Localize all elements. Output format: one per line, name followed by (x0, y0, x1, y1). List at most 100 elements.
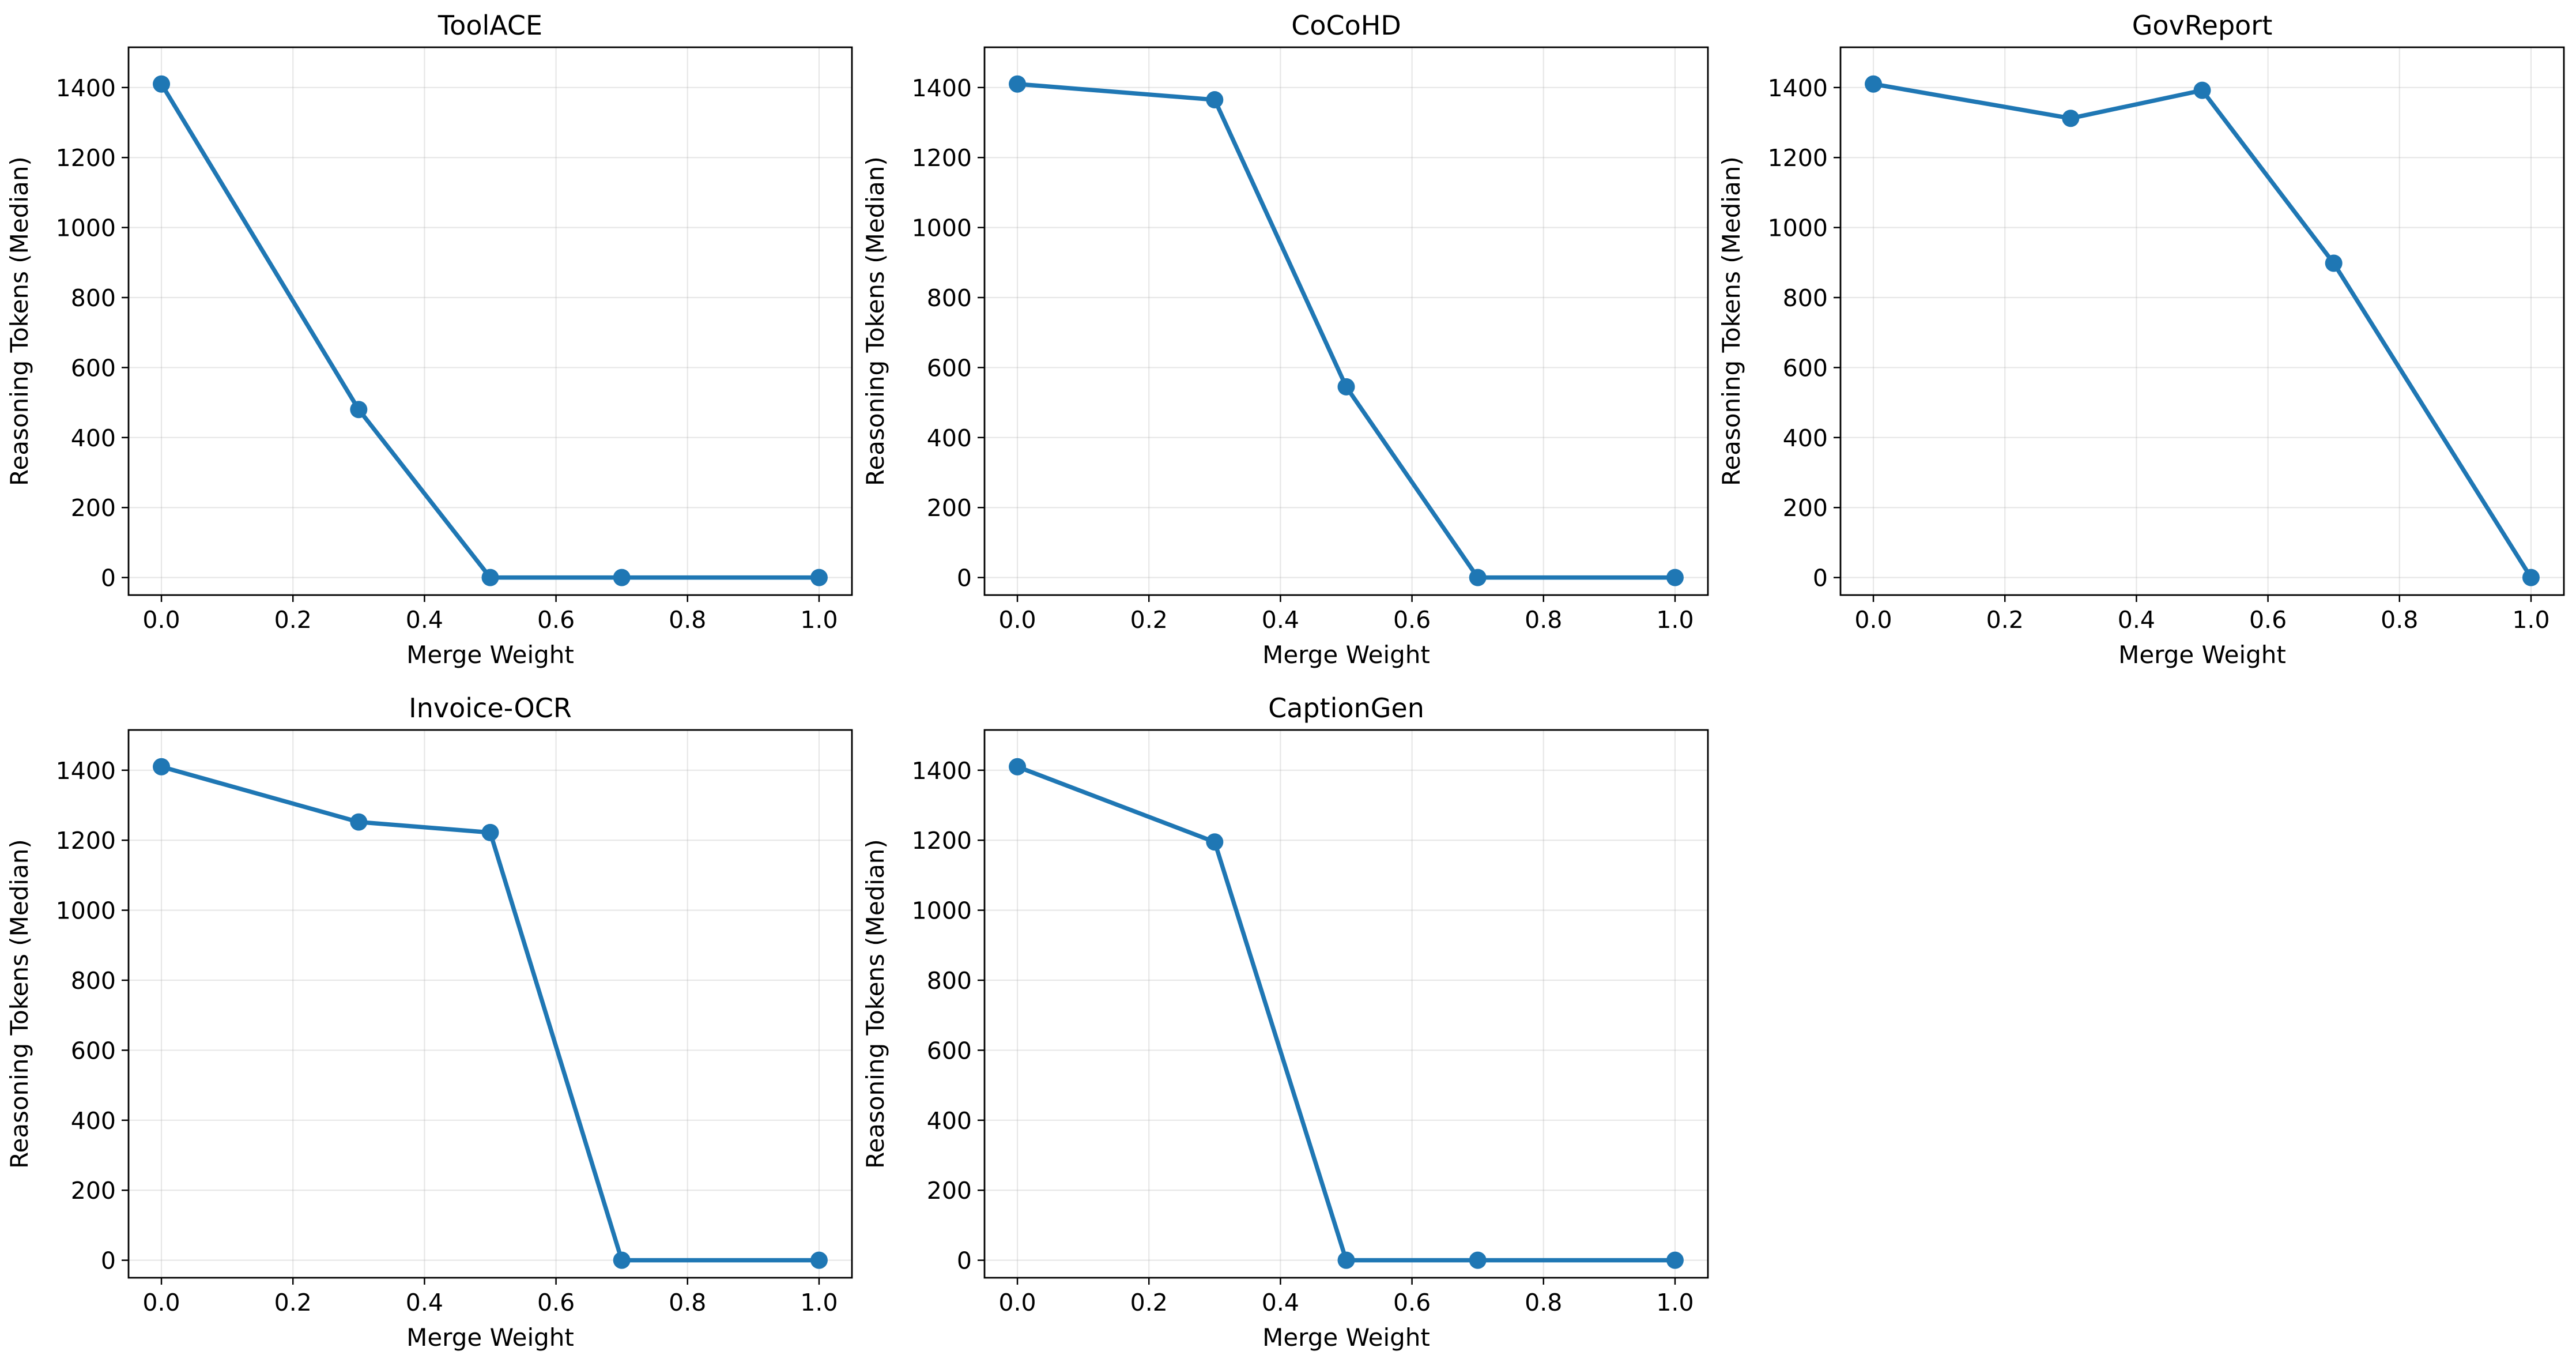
gridlines (1840, 47, 2564, 595)
x-tick-label: 0.2 (1130, 606, 1168, 634)
y-tick-label: 600 (1783, 354, 1828, 382)
y-tick-label: 600 (71, 354, 116, 382)
x-axis-ticks: 0.0 0.2 0.4 0.6 0.8 1.0 (142, 1278, 838, 1316)
y-tick-label: 1200 (56, 144, 116, 172)
y-tick-label: 400 (1783, 424, 1828, 452)
data-point (1666, 1251, 1684, 1269)
data-point (481, 569, 499, 586)
y-tick-label: 1400 (912, 74, 972, 102)
x-tick-label: 0.0 (998, 1289, 1036, 1316)
x-tick-label: 0.4 (1262, 606, 1299, 634)
y-tick-label: 1000 (1768, 214, 1828, 242)
data-point (2522, 569, 2540, 586)
subplot-title: CaptionGen (1268, 692, 1424, 724)
data-point (1666, 569, 1684, 586)
data-point (613, 1251, 631, 1269)
x-axis-ticks: 0.0 0.2 0.4 0.6 0.8 1.0 (1854, 595, 2550, 634)
y-tick-label: 1200 (56, 827, 116, 855)
y-tick-label: 800 (927, 967, 972, 995)
y-tick-label: 200 (1783, 494, 1828, 522)
x-axis-label: Merge Weight (1262, 1323, 1430, 1352)
y-axis-ticks: 0 200 400 600 800 1000 1200 1400 (912, 74, 985, 592)
x-axis-label: Merge Weight (406, 1323, 574, 1352)
subplot-5: 0.0 0.2 0.4 0.6 0.8 1.0 0 200 400 600 800 1000 1200 1… (861, 692, 1709, 1352)
y-tick-label: 400 (927, 424, 972, 452)
x-axis-label: Merge Weight (406, 641, 574, 669)
plot-area (129, 730, 852, 1278)
plot-area (129, 47, 852, 595)
x-tick-label: 0.0 (142, 606, 180, 634)
data-point (1009, 75, 1027, 93)
data-point (1206, 91, 1224, 109)
data-point (153, 75, 171, 93)
x-tick-label: 0.2 (1986, 606, 2024, 634)
x-axis-ticks: 0.0 0.2 0.4 0.6 0.8 1.0 (142, 595, 838, 634)
y-tick-label: 0 (101, 564, 116, 592)
y-tick-label: 1200 (1768, 144, 1828, 172)
x-tick-label: 0.0 (998, 606, 1036, 634)
data-point (2062, 110, 2080, 127)
x-tick-label: 0.4 (406, 606, 443, 634)
axes-frame (1839, 46, 2565, 596)
y-tick-label: 1400 (1768, 74, 1828, 102)
y-tick-label: 800 (927, 284, 972, 312)
y-tick-label: 200 (71, 1177, 116, 1205)
y-tick-label: 1200 (912, 144, 972, 172)
data-point (2193, 81, 2211, 99)
x-tick-label: 0.8 (669, 606, 706, 634)
y-tick-label: 800 (71, 284, 116, 312)
y-tick-label: 1200 (912, 827, 972, 855)
y-tick-label: 400 (71, 1107, 116, 1135)
y-tick-label: 600 (927, 354, 972, 382)
x-tick-label: 0.6 (1393, 1289, 1431, 1316)
axes-frame (983, 729, 1709, 1279)
y-axis-ticks: 0 200 400 600 800 1000 1200 1400 (56, 74, 129, 592)
x-tick-label: 0.6 (2249, 606, 2287, 634)
y-tick-label: 200 (927, 494, 972, 522)
plot-area (985, 730, 1708, 1278)
y-tick-label: 1400 (912, 757, 972, 785)
data-point (350, 401, 368, 419)
y-tick-label: 600 (927, 1037, 972, 1064)
y-tick-label: 600 (71, 1037, 116, 1064)
data-point (1337, 1251, 1355, 1269)
data-point (350, 813, 368, 831)
x-tick-label: 0.8 (2381, 606, 2418, 634)
y-tick-label: 1000 (912, 897, 972, 925)
subplot-title: Invoice-OCR (409, 692, 572, 724)
x-tick-label: 0.8 (1525, 1289, 1562, 1316)
subplot-2: 0.0 0.2 0.4 0.6 0.8 1.0 0 200 400 600 800 1000 1200 1… (861, 10, 1709, 669)
y-tick-label: 1400 (56, 757, 116, 785)
x-axis-label: Merge Weight (2118, 641, 2286, 669)
x-tick-label: 0.8 (669, 1289, 706, 1316)
y-tick-label: 1000 (56, 214, 116, 242)
subplot-4: 0.0 0.2 0.4 0.6 0.8 1.0 0 200 400 600 800 1000 1200 1… (5, 692, 853, 1352)
data-point (1009, 758, 1027, 776)
x-tick-label: 1.0 (800, 606, 838, 634)
data-point (153, 758, 171, 776)
y-tick-label: 200 (927, 1177, 972, 1205)
x-tick-label: 0.0 (142, 1289, 180, 1316)
x-tick-label: 0.4 (406, 1289, 443, 1316)
x-tick-label: 0.2 (1130, 1289, 1168, 1316)
x-tick-label: 0.2 (274, 1289, 312, 1316)
subplot-3: 0.0 0.2 0.4 0.6 0.8 1.0 0 200 400 600 800 1000 1200 1… (1717, 10, 2565, 669)
y-tick-label: 1000 (56, 897, 116, 925)
axes-frame (127, 729, 853, 1279)
y-tick-label: 0 (957, 564, 972, 592)
gridlines (985, 730, 1708, 1278)
y-tick-label: 0 (957, 1247, 972, 1275)
data-point (613, 569, 631, 586)
y-tick-label: 800 (1783, 284, 1828, 312)
x-axis-label: Merge Weight (1262, 641, 1430, 669)
x-tick-label: 0.4 (1262, 1289, 1299, 1316)
y-axis-label: Reasoning Tokens (Median) (5, 156, 33, 486)
x-tick-label: 0.2 (274, 606, 312, 634)
y-tick-label: 1400 (56, 74, 116, 102)
x-tick-label: 1.0 (1656, 606, 1694, 634)
y-axis-label: Reasoning Tokens (Median) (5, 839, 33, 1169)
plot-area (1840, 47, 2564, 595)
data-point (1337, 378, 1355, 396)
data-point (481, 823, 499, 841)
